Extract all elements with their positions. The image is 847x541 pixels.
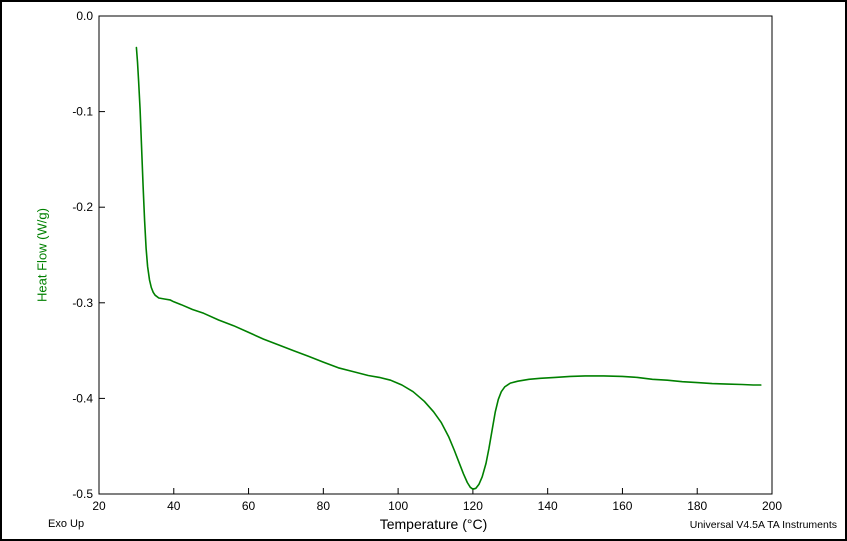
x-tick-label: 60 [242,499,256,513]
y-axis-title: Heat Flow (W/g) [34,208,50,302]
dsc-curve [135,46,762,491]
x-tick-label: 160 [612,499,632,513]
x-tick-label: 80 [317,499,331,513]
x-tick-label: 200 [762,499,782,513]
y-tick-label: -0.5 [72,487,93,501]
x-tick-label: 140 [538,499,558,513]
y-tick-label: -0.3 [72,296,93,310]
x-tick-label: 120 [463,499,483,513]
x-axis-title: Temperature (°C) [379,516,488,532]
attribution-label: Universal V4.5A TA Instruments [689,519,837,531]
y-tick-label: 0.0 [76,9,93,23]
x-tick-label: 180 [687,499,707,513]
y-tick-label: -0.4 [72,391,93,405]
y-tick-label: -0.2 [72,200,93,214]
x-tick-label: 40 [167,499,181,513]
exo-up-label: Exo Up [48,518,85,530]
plot-frame [98,15,773,495]
x-tick-label: 20 [92,499,106,513]
x-tick-label: 100 [388,499,408,513]
y-tick-label: -0.1 [72,105,93,119]
